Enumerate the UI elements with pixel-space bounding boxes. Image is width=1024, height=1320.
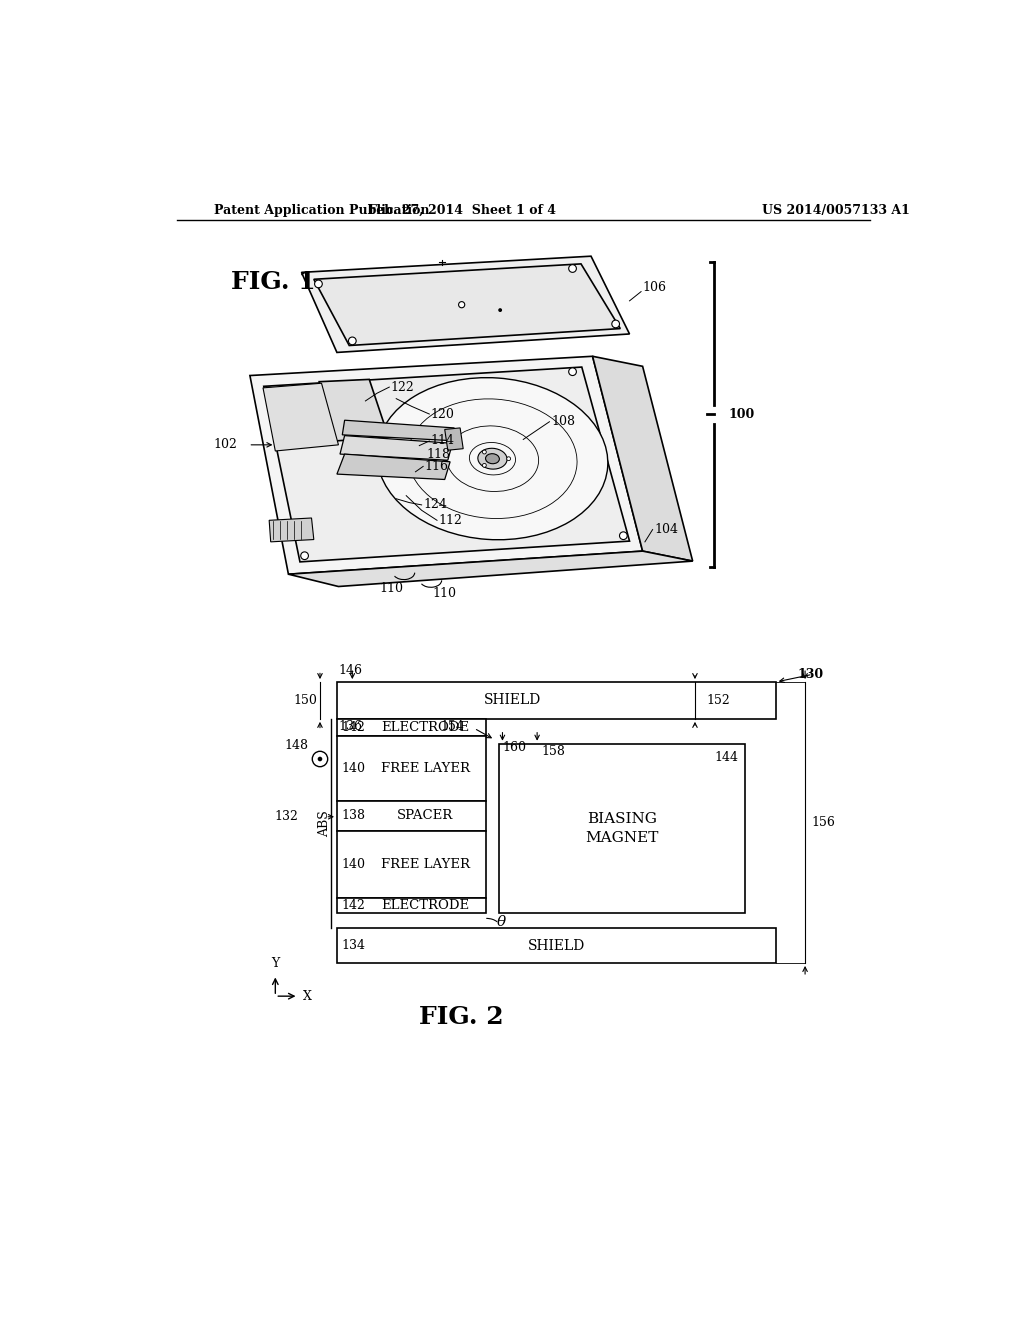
Text: ELECTRODE: ELECTRODE [381,899,470,912]
Ellipse shape [485,454,500,463]
Text: Patent Application Publication: Patent Application Publication [214,205,429,218]
Text: 148: 148 [285,739,308,752]
Text: X: X [303,990,312,1003]
Text: 102: 102 [213,438,237,451]
Circle shape [611,321,620,327]
Circle shape [265,387,273,395]
Bar [337,737,486,801]
Text: 138: 138 [342,809,366,822]
Circle shape [314,280,323,288]
Circle shape [568,368,577,376]
Text: 142: 142 [342,721,366,734]
Text: θ: θ [497,915,506,929]
Text: Feb. 27, 2014  Sheet 1 of 4: Feb. 27, 2014 Sheet 1 of 4 [368,205,556,218]
Text: 112: 112 [438,513,463,527]
Text: 100: 100 [728,408,755,421]
Circle shape [459,302,465,308]
Polygon shape [250,356,643,574]
Text: 110: 110 [380,582,403,594]
Bar [337,928,776,964]
Circle shape [620,532,628,540]
Bar [337,801,486,830]
Text: 124: 124 [423,499,447,511]
Text: 132: 132 [274,810,298,824]
Polygon shape [337,454,451,479]
Polygon shape [319,379,388,441]
Bar [337,682,776,719]
Circle shape [568,265,577,272]
Text: SHIELD: SHIELD [484,693,541,708]
Text: ELECTRODE: ELECTRODE [381,721,470,734]
Text: FIG. 1: FIG. 1 [230,269,315,293]
Text: 144: 144 [715,751,739,764]
Text: ABS: ABS [318,810,331,837]
Text: 142: 142 [342,899,366,912]
Polygon shape [313,264,621,346]
Text: 152: 152 [707,694,730,708]
Circle shape [312,751,328,767]
Text: FREE LAYER: FREE LAYER [381,858,470,871]
Polygon shape [264,367,630,562]
Bar [337,830,486,898]
Text: 116: 116 [425,459,449,473]
Text: 104: 104 [654,523,678,536]
Circle shape [301,552,308,560]
Text: 106: 106 [643,281,667,294]
Text: 114: 114 [431,434,455,447]
Text: 108: 108 [551,416,575,428]
Polygon shape [340,436,453,461]
Text: 158: 158 [541,744,565,758]
Bar [499,743,745,913]
Text: 146: 146 [339,664,362,677]
Circle shape [482,463,486,467]
Text: 134: 134 [342,940,366,952]
Text: 110: 110 [432,587,457,601]
Circle shape [348,337,356,345]
Text: FREE LAYER: FREE LAYER [381,762,470,775]
Text: 150: 150 [293,694,316,708]
Bar [337,719,486,737]
Polygon shape [301,256,630,352]
Text: US 2014/0057133 A1: US 2014/0057133 A1 [762,205,910,218]
Text: SHIELD: SHIELD [527,939,585,953]
Text: 140: 140 [342,762,366,775]
Text: 140: 140 [342,858,366,871]
Text: 130: 130 [798,668,823,681]
Text: BIASING: BIASING [587,812,656,826]
Polygon shape [342,420,458,441]
Circle shape [317,756,323,762]
Ellipse shape [377,378,608,540]
Polygon shape [263,383,339,451]
Circle shape [507,457,511,461]
Text: SPACER: SPACER [397,809,454,822]
Text: 136: 136 [339,721,362,733]
Polygon shape [593,356,692,561]
Text: Y: Y [271,957,280,970]
Polygon shape [289,552,692,586]
Polygon shape [269,517,313,543]
Text: MAGNET: MAGNET [585,830,658,845]
Text: 156: 156 [811,816,836,829]
Text: 122: 122 [391,380,415,393]
Text: 160: 160 [503,741,526,754]
Text: 118: 118 [426,447,451,461]
Circle shape [482,450,486,454]
Text: 120: 120 [431,408,455,421]
Ellipse shape [478,449,507,469]
Polygon shape [444,428,463,450]
Bar [337,898,486,913]
Text: 154: 154 [440,721,464,733]
Text: FIG. 2: FIG. 2 [420,1005,504,1030]
Circle shape [499,308,502,312]
